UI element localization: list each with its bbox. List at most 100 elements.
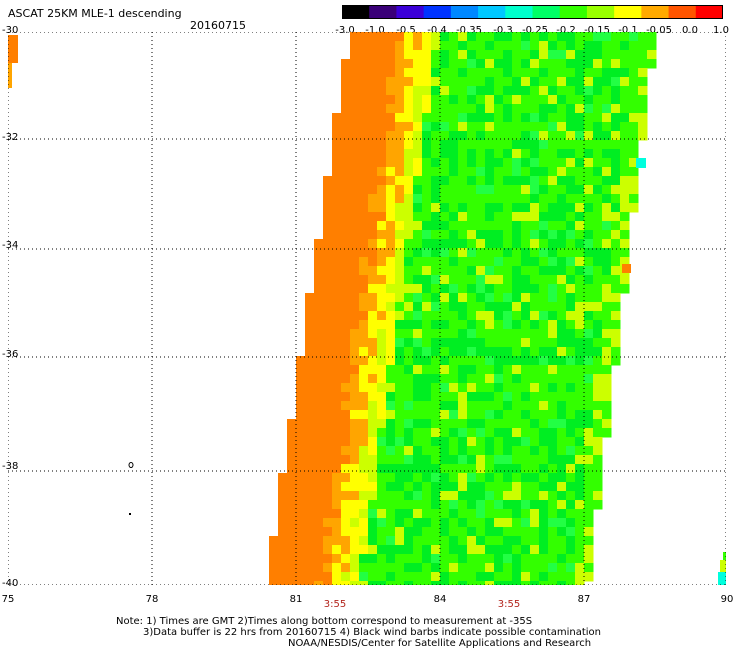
swath-cell [620, 239, 630, 249]
swath-cell [359, 311, 369, 321]
swath-cell [377, 329, 387, 339]
swath-cell [368, 95, 378, 105]
swath-cell [449, 185, 459, 195]
swath-cell [404, 275, 414, 285]
swath-cell [395, 113, 405, 123]
swath-cell [449, 221, 459, 231]
swath-cell [314, 365, 324, 375]
swath-cell [449, 293, 459, 303]
swath-cell [566, 329, 576, 339]
swath-cell [359, 185, 369, 195]
swath-cell [431, 428, 441, 438]
swath-cell [404, 473, 414, 483]
swath-cell [539, 464, 549, 474]
swath-cell [476, 536, 486, 546]
swath-cell [296, 518, 306, 528]
swath-cell [440, 266, 450, 276]
color-scale-swatch [478, 5, 506, 19]
swath-cell [620, 248, 630, 258]
swath-cell [458, 176, 468, 186]
swath-cell [539, 455, 549, 465]
swath-cell [278, 554, 288, 564]
swath-cell [584, 59, 594, 69]
swath-cell [575, 383, 585, 393]
swath-cell [593, 230, 603, 240]
swath-cell [593, 392, 603, 402]
swath-cell [323, 545, 333, 555]
swath-cell [413, 572, 423, 582]
swath-cell [503, 140, 513, 150]
swath-cell [413, 419, 423, 429]
swath-cell [521, 473, 531, 483]
swath-cell [332, 131, 342, 141]
swath-cell [530, 86, 540, 96]
swath-cell [359, 77, 369, 87]
swath-cell [476, 500, 486, 510]
swath-cell [386, 455, 396, 465]
swath-cell [503, 275, 513, 285]
swath-cell [539, 572, 549, 582]
swath-cell [602, 185, 612, 195]
swath-cell [359, 284, 369, 294]
swath-cell [377, 185, 387, 195]
swath-cell [404, 149, 414, 159]
swath-cell [404, 212, 414, 222]
swath-cell [305, 509, 315, 519]
swath-cell [359, 536, 369, 546]
swath-cell [566, 266, 576, 276]
swath-cell [485, 473, 495, 483]
swath-cell [314, 311, 324, 321]
swath-cell [485, 464, 495, 474]
swath-cell [449, 203, 459, 213]
swath-cell [404, 230, 414, 240]
swath-cell [602, 302, 612, 312]
swath-cell [368, 392, 378, 402]
swath-cell [521, 329, 531, 339]
swath-cell [575, 257, 585, 267]
swath-cell [476, 77, 486, 87]
swath-cell [584, 158, 594, 168]
swath-cell [548, 248, 558, 258]
swath-cell [368, 275, 378, 285]
swath-cell [584, 437, 594, 447]
swath-cell [566, 185, 576, 195]
swath-cell [503, 149, 513, 159]
swath-cell [548, 167, 558, 177]
swath-cell [422, 266, 432, 276]
swath-cell [404, 428, 414, 438]
swath-cell [629, 203, 639, 213]
swath-cell [395, 500, 405, 510]
swath-cell [512, 482, 522, 492]
swath-cell [413, 428, 423, 438]
swath-cell [494, 401, 504, 411]
swath-cell [539, 311, 549, 321]
swath-cell [530, 572, 540, 582]
swath-cell [566, 563, 576, 573]
swath-cell [476, 284, 486, 294]
swath-cell [359, 338, 369, 348]
swath-cell [503, 410, 513, 420]
swath-cell [557, 572, 567, 582]
swath-cell [557, 482, 567, 492]
swath-cell [386, 581, 396, 585]
swath-cell [539, 68, 549, 78]
swath-cell [566, 176, 576, 186]
swath-cell [449, 401, 459, 411]
swath-cell [602, 419, 612, 429]
swath-cell [449, 527, 459, 537]
swath-cell [548, 239, 558, 249]
swath-cell [368, 86, 378, 96]
swath-cell [539, 383, 549, 393]
swath-cell [548, 140, 558, 150]
swath-cell [440, 185, 450, 195]
swath-cell [557, 140, 567, 150]
swath-cell [458, 149, 468, 159]
swath-cell [530, 446, 540, 456]
swath-cell [341, 194, 351, 204]
swath-cell [467, 509, 477, 519]
swath-cell [350, 293, 360, 303]
swath-cell [341, 554, 351, 564]
swath-cell [323, 347, 333, 357]
swath-cell [386, 329, 396, 339]
swath-cell [458, 212, 468, 222]
